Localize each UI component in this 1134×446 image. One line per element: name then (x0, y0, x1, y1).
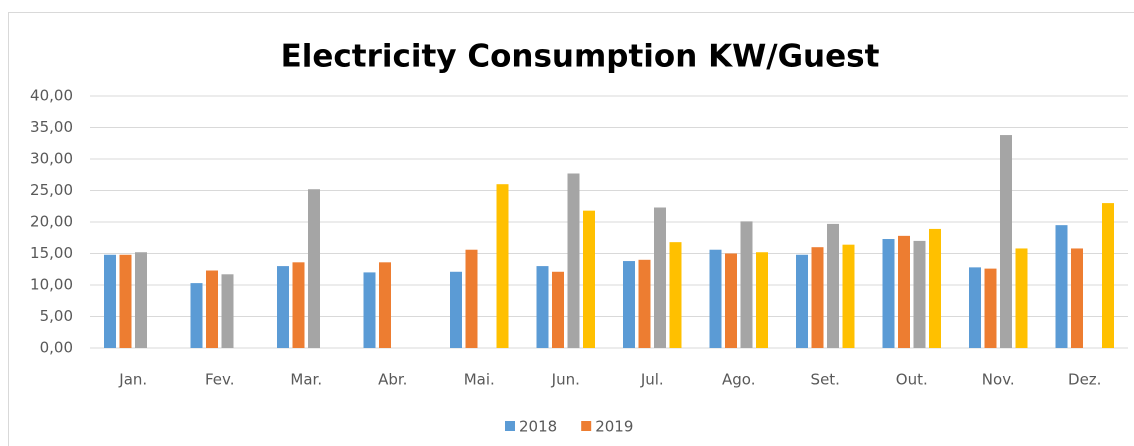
bar (1015, 248, 1028, 348)
x-tick-label: Fev. (205, 371, 235, 389)
y-tick-label: 5,00 (40, 307, 73, 325)
bar (190, 283, 203, 348)
bar (465, 249, 478, 348)
bar (756, 252, 768, 348)
y-tick-label: 15,00 (30, 244, 73, 262)
bar (898, 235, 910, 348)
bar (206, 270, 218, 348)
bar (135, 252, 147, 348)
bar (221, 274, 234, 348)
x-tick-label: Abr. (378, 371, 407, 389)
bar (1000, 135, 1012, 348)
bar (796, 254, 808, 348)
x-tick-label: Jun. (551, 371, 580, 389)
bar (292, 262, 305, 348)
legend-label: 2018 (519, 418, 557, 436)
x-tick-label: Mar. (290, 371, 322, 389)
bar (552, 271, 564, 348)
x-tick-label: Nov. (982, 371, 1015, 389)
bar (969, 267, 981, 348)
y-tick-label: 10,00 (30, 276, 73, 294)
legend-label: 2019 (595, 418, 633, 436)
legend-swatch (581, 421, 592, 431)
bar (709, 249, 722, 348)
bar (1102, 203, 1114, 348)
bar (654, 207, 666, 348)
bar (379, 262, 391, 348)
bar (882, 239, 895, 348)
bar (1071, 248, 1083, 348)
x-tick-label: Jul. (640, 371, 664, 389)
bar (536, 266, 549, 348)
bar (308, 189, 320, 348)
x-tick-label: Ago. (722, 371, 755, 389)
chart-title: Electricity Consumption KW/Guest (281, 39, 880, 75)
bar (119, 254, 132, 348)
bar (623, 261, 635, 348)
y-tick-label: 40,00 (30, 87, 73, 105)
x-tick-label: Set. (811, 371, 840, 389)
bar (827, 223, 839, 348)
y-tick-label: 35,00 (30, 118, 73, 136)
bar (450, 271, 462, 348)
bar (363, 272, 376, 348)
bar (929, 228, 941, 348)
x-tick-label: Jan. (118, 371, 147, 389)
bar (277, 266, 289, 348)
bar (567, 173, 580, 348)
bar (740, 221, 753, 348)
bar (104, 254, 116, 348)
legend-swatch (505, 421, 515, 431)
y-tick-label: 30,00 (30, 150, 73, 168)
x-tick-label: Out. (896, 371, 928, 389)
bar (669, 242, 682, 348)
bar (496, 184, 509, 348)
y-tick-label: 25,00 (30, 181, 73, 199)
x-tick-label: Mai. (464, 371, 495, 389)
bar (725, 253, 737, 348)
bar (583, 210, 595, 348)
bar (638, 259, 651, 348)
bar (1055, 225, 1068, 348)
x-tick-label: Dez. (1068, 371, 1101, 389)
bar (811, 247, 824, 348)
bar (913, 240, 926, 348)
y-tick-label: 0,00 (40, 339, 73, 357)
bar (842, 244, 855, 348)
y-tick-label: 20,00 (30, 213, 73, 231)
bar (984, 268, 997, 348)
